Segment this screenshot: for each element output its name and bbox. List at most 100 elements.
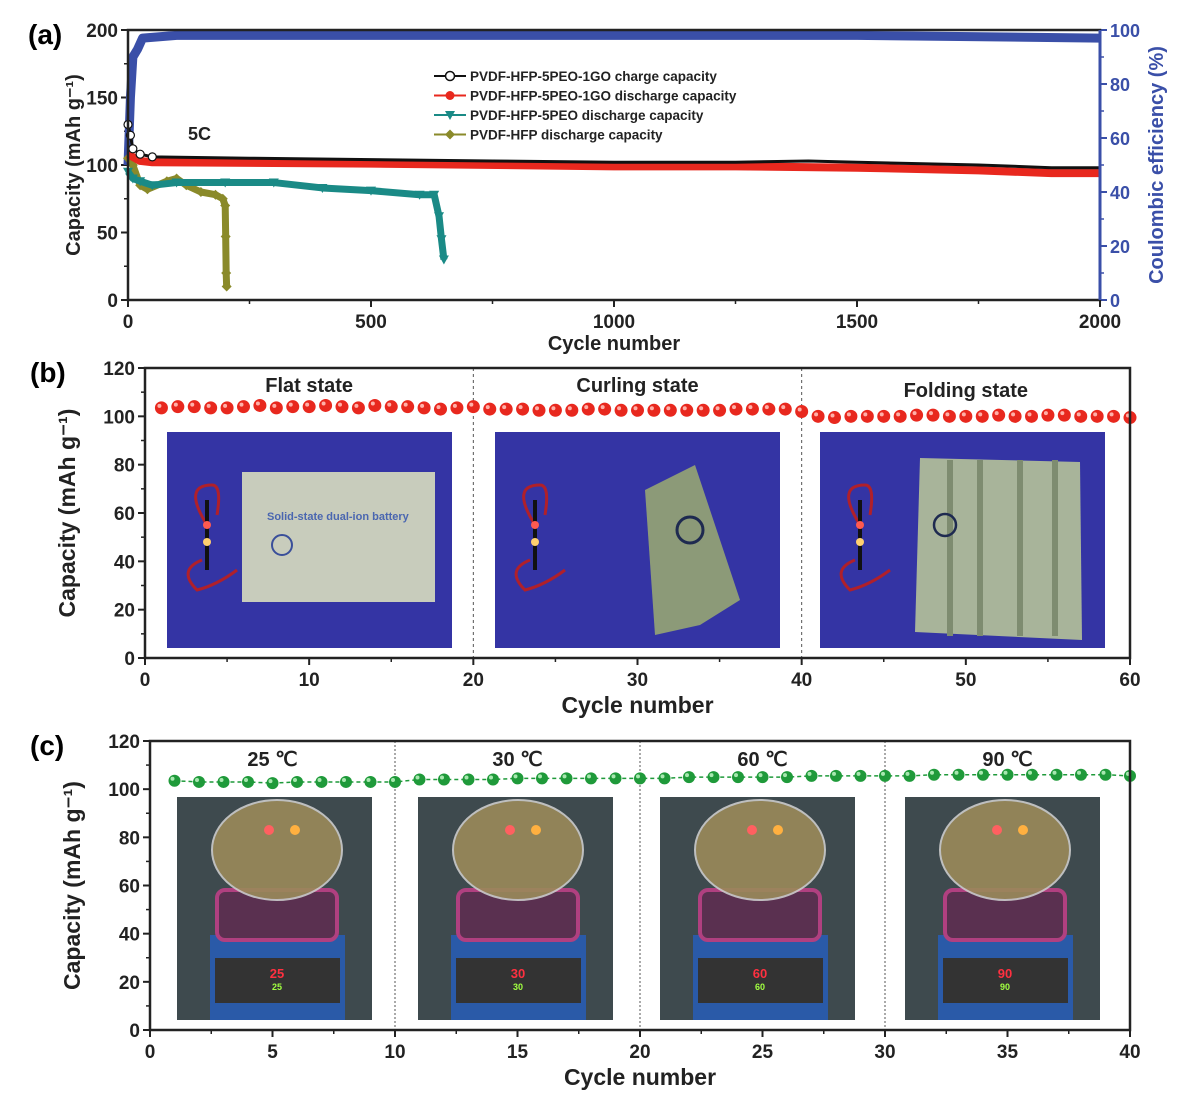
data-point bbox=[253, 398, 267, 412]
wire bbox=[839, 483, 891, 592]
data-point-highlight bbox=[268, 779, 273, 784]
series-1 bbox=[126, 150, 1100, 178]
data-point bbox=[634, 772, 646, 785]
y-tick-label: 60 bbox=[114, 504, 135, 525]
data-point-highlight bbox=[1076, 412, 1081, 417]
data-point bbox=[315, 775, 328, 788]
data-point bbox=[434, 402, 447, 416]
data-point bbox=[511, 772, 524, 785]
data-point bbox=[434, 212, 445, 222]
data-point bbox=[860, 409, 874, 423]
data-point bbox=[128, 144, 138, 154]
wire bbox=[186, 483, 238, 592]
y-tick-label: 80 bbox=[114, 456, 135, 477]
data-point-highlight bbox=[929, 411, 933, 416]
data-point bbox=[732, 771, 744, 784]
data-point bbox=[959, 409, 973, 423]
logo-icon bbox=[271, 534, 293, 556]
panel-label: (b) bbox=[30, 357, 66, 388]
legend-label: PVDF-HFP-5PEO-1GO charge capacity bbox=[470, 69, 717, 84]
x-tick-label: 0 bbox=[140, 670, 151, 691]
data-point bbox=[762, 402, 776, 416]
data-point bbox=[1090, 409, 1104, 423]
data-point-highlight bbox=[734, 773, 738, 778]
data-point bbox=[680, 403, 694, 417]
x-tick-label: 15 bbox=[507, 1042, 529, 1063]
panel-c: (c) 0 5 10 15 20 25 30 35 40 0 20 40 60 80 100 120 Cycle … bbox=[30, 730, 1141, 1090]
led-red-icon bbox=[505, 825, 515, 835]
data-point-highlight bbox=[370, 401, 375, 406]
data-point-highlight bbox=[1027, 412, 1032, 417]
data-point-highlight bbox=[1043, 411, 1048, 416]
battery-photo bbox=[495, 432, 780, 648]
data-point-highlight bbox=[979, 770, 983, 775]
data-point bbox=[462, 773, 475, 786]
battery-pouch bbox=[242, 472, 435, 602]
temperature-display: 25 bbox=[270, 966, 284, 981]
data-point-highlight bbox=[366, 777, 371, 782]
data-point bbox=[466, 400, 480, 414]
data-point-highlight bbox=[666, 406, 671, 411]
data-point-highlight bbox=[1011, 412, 1016, 417]
data-point bbox=[171, 400, 185, 414]
data-point-highlight bbox=[535, 406, 539, 411]
data-point-highlight bbox=[342, 777, 346, 782]
data-point bbox=[487, 773, 499, 786]
led-orange-icon bbox=[1018, 825, 1028, 835]
data-point-highlight bbox=[415, 775, 420, 780]
data-point-highlight bbox=[518, 405, 523, 410]
data-point-highlight bbox=[567, 406, 572, 411]
data-point-highlight bbox=[190, 402, 195, 407]
section-title: 90 ℃ bbox=[982, 749, 1032, 771]
data-point bbox=[778, 402, 792, 416]
section-title: Curling state bbox=[576, 375, 698, 397]
y-tick-label: 20 bbox=[119, 973, 140, 994]
data-point bbox=[414, 190, 425, 200]
data-point bbox=[781, 771, 793, 784]
data-point bbox=[805, 769, 818, 782]
section-title: 60 ℃ bbox=[737, 749, 787, 771]
data-point-highlight bbox=[584, 405, 589, 410]
data-point bbox=[928, 768, 940, 781]
data-point bbox=[683, 771, 695, 784]
y-tick-label: 120 bbox=[103, 359, 135, 380]
data-point-highlight bbox=[764, 405, 769, 410]
data-point bbox=[598, 402, 612, 416]
x-axis-label: Cycle number bbox=[564, 1064, 716, 1090]
data-point-highlight bbox=[354, 403, 359, 408]
data-point-highlight bbox=[945, 412, 950, 417]
y-tick-label: 0 bbox=[129, 1021, 140, 1042]
section-title: 25 ℃ bbox=[247, 749, 297, 771]
y-tick-label: 20 bbox=[114, 601, 135, 622]
y-tick-label: 60 bbox=[119, 877, 140, 898]
section-title: Folding state bbox=[904, 380, 1028, 402]
beaker bbox=[211, 799, 343, 901]
plot-frame bbox=[143, 366, 1132, 660]
data-point bbox=[910, 408, 924, 422]
data-point-highlight bbox=[239, 402, 244, 407]
legend-item: PVDF-HFP-5PEO-1GO charge capacity bbox=[434, 69, 717, 84]
data-point-highlight bbox=[863, 412, 868, 417]
data-point bbox=[548, 403, 562, 417]
data-point-highlight bbox=[562, 774, 567, 779]
data-point bbox=[560, 772, 573, 785]
data-point-highlight bbox=[881, 771, 885, 776]
data-point-highlight bbox=[452, 403, 457, 408]
data-point bbox=[1025, 409, 1038, 423]
y-tick-label: 50 bbox=[97, 224, 118, 245]
panel-label: (a) bbox=[28, 19, 62, 50]
data-point bbox=[217, 775, 230, 788]
x-tick-label: 60 bbox=[1119, 670, 1140, 691]
data-point bbox=[952, 768, 965, 781]
led-yellow-icon bbox=[531, 538, 539, 546]
data-point bbox=[614, 403, 628, 417]
y2-tick-label: 20 bbox=[1110, 237, 1130, 257]
data-point bbox=[193, 775, 205, 788]
data-point bbox=[658, 772, 671, 785]
data-point bbox=[195, 187, 206, 197]
wire bbox=[514, 483, 566, 592]
data-point-highlight bbox=[715, 406, 720, 411]
control-panel bbox=[698, 958, 823, 1003]
battery-pouch-curled bbox=[645, 465, 740, 635]
